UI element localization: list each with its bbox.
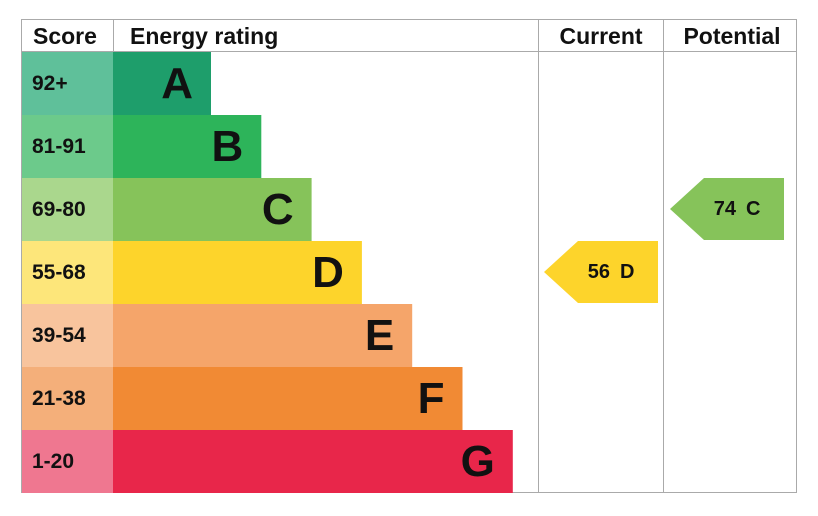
rating-bar: [113, 430, 513, 493]
header-score: Score: [33, 23, 97, 49]
arrow-value: 74: [714, 198, 737, 220]
current-arrow: 56 D: [544, 241, 658, 303]
rating-letter: D: [312, 248, 344, 297]
arrow-shape: [544, 241, 658, 303]
rating-bar: [113, 367, 463, 430]
score-label: 92+: [32, 72, 68, 95]
score-label: 1-20: [32, 450, 74, 473]
rating-bar: [113, 304, 413, 367]
rating-letter: B: [212, 122, 244, 171]
score-label: 21-38: [32, 387, 86, 410]
arrow-letter: C: [746, 198, 760, 220]
arrow-shape: [670, 178, 784, 240]
header-current: Current: [559, 23, 642, 49]
header-rating: Energy rating: [130, 23, 278, 49]
rating-bar: [113, 115, 262, 178]
score-cell: [22, 430, 113, 493]
score-label: 55-68: [32, 261, 86, 284]
score-label: 39-54: [32, 324, 86, 347]
score-cell: [22, 367, 113, 430]
rating-letter: F: [418, 374, 445, 423]
score-cell: [22, 52, 113, 115]
header-potential: Potential: [683, 23, 780, 49]
rating-bar: [113, 178, 312, 241]
rating-letter: E: [365, 311, 394, 360]
score-cell: [22, 178, 113, 241]
rating-bar: [113, 52, 211, 115]
rating-bar: [113, 241, 362, 304]
rating-letter: G: [461, 437, 495, 486]
arrow-value: 56: [588, 261, 610, 283]
score-cell: [22, 115, 113, 178]
rating-letter: C: [262, 185, 294, 234]
potential-arrow: 74 C: [670, 178, 784, 240]
score-cell: [22, 304, 113, 367]
score-cell: [22, 241, 113, 304]
arrow-letter: D: [620, 261, 634, 283]
score-label: 81-91: [32, 135, 86, 158]
rating-letter: A: [161, 59, 193, 108]
score-label: 69-80: [32, 198, 86, 221]
